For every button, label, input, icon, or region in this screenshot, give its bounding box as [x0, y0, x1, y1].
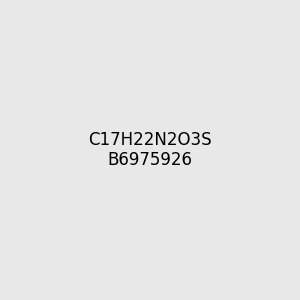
Text: C17H22N2O3S
B6975926: C17H22N2O3S B6975926	[88, 130, 212, 170]
